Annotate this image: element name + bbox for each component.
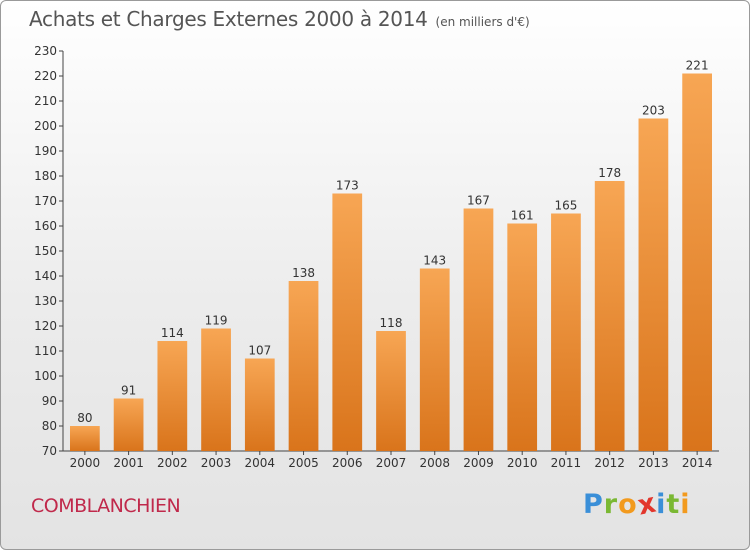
data-label: 203: [642, 104, 665, 118]
y-tick-label: 80: [42, 419, 57, 433]
data-label: 119: [205, 314, 228, 328]
bar: [463, 208, 494, 451]
data-label: 161: [511, 209, 534, 223]
bar: [288, 281, 319, 451]
y-tick-label: 120: [34, 319, 57, 333]
bar: [594, 181, 625, 451]
y-tick-label: 100: [34, 369, 57, 383]
data-label: 165: [554, 199, 577, 213]
logo-letter: i: [656, 489, 667, 520]
y-tick-label: 180: [34, 169, 57, 183]
y-tick-label: 220: [34, 69, 57, 83]
y-tick-label: 90: [42, 394, 57, 408]
bar: [419, 268, 450, 451]
x-tick-label: 2009: [463, 456, 494, 470]
y-tick-label: 190: [34, 144, 57, 158]
bar: [69, 426, 100, 451]
bar: [682, 73, 713, 451]
bar: [638, 118, 669, 451]
y-tick-label: 150: [34, 244, 57, 258]
x-tick-label: 2003: [201, 456, 232, 470]
data-label: 221: [686, 59, 709, 73]
proxiti-logo: Proxiti: [583, 487, 691, 521]
x-tick-label: 2010: [507, 456, 538, 470]
data-label: 173: [336, 179, 359, 193]
y-tick-label: 130: [34, 294, 57, 308]
bar: [507, 223, 538, 451]
x-tick-label: 2012: [594, 456, 625, 470]
bar: [113, 398, 144, 451]
x-tick-label: 2002: [157, 456, 188, 470]
bar: [201, 328, 231, 451]
data-label: 91: [121, 384, 136, 398]
axes: 7080901001101201301401501601701801902002…: [34, 44, 719, 470]
data-label: 118: [380, 316, 403, 330]
chart-unit-note: (en milliers d'€): [435, 15, 530, 29]
x-tick-label: 2006: [332, 456, 363, 470]
x-tick-label: 2008: [419, 456, 450, 470]
bar: [551, 213, 581, 451]
data-label: 143: [423, 254, 446, 268]
x-tick-label: 2005: [288, 456, 319, 470]
logo-letter: o: [618, 489, 638, 520]
y-tick-label: 200: [34, 119, 57, 133]
y-tick-label: 160: [34, 219, 57, 233]
bar: [157, 341, 188, 451]
chart-title-text: Achats et Charges Externes 2000 à 2014: [29, 7, 428, 31]
bar: [244, 358, 275, 451]
data-label: 167: [467, 194, 490, 208]
x-tick-label: 2014: [682, 456, 713, 470]
data-label: 107: [248, 344, 271, 358]
logo-letter: t: [666, 489, 681, 520]
x-tick-label: 2004: [245, 456, 276, 470]
data-label: 80: [77, 411, 92, 425]
x-tick-label: 2011: [551, 456, 582, 470]
y-tick-label: 70: [42, 444, 57, 458]
commune-name: COMBLANCHIEN: [31, 495, 181, 517]
y-tick-label: 230: [34, 44, 57, 58]
logo-letter: P: [583, 489, 604, 520]
logo-letter: r: [603, 489, 619, 520]
logo-letter: i: [680, 489, 691, 520]
bar: [376, 331, 406, 451]
x-tick-label: 2001: [113, 456, 144, 470]
y-tick-label: 170: [34, 194, 57, 208]
data-label: 138: [292, 266, 315, 280]
y-tick-label: 210: [34, 94, 57, 108]
chart-title: Achats et Charges Externes 2000 à 2014 (e…: [29, 7, 530, 31]
data-labels: 80 91 114 119 107 138 173 118 143 167 161 165 178 203…: [77, 59, 708, 426]
x-tick-label: 2000: [70, 456, 101, 470]
data-label: 178: [598, 166, 621, 180]
x-tick-label: 2007: [376, 456, 407, 470]
y-tick-label: 140: [34, 269, 57, 283]
y-tick-label: 110: [34, 344, 57, 358]
data-label: 114: [161, 326, 184, 340]
bars: [69, 73, 713, 451]
x-tick-label: 2013: [638, 456, 669, 470]
bar: [332, 193, 363, 451]
